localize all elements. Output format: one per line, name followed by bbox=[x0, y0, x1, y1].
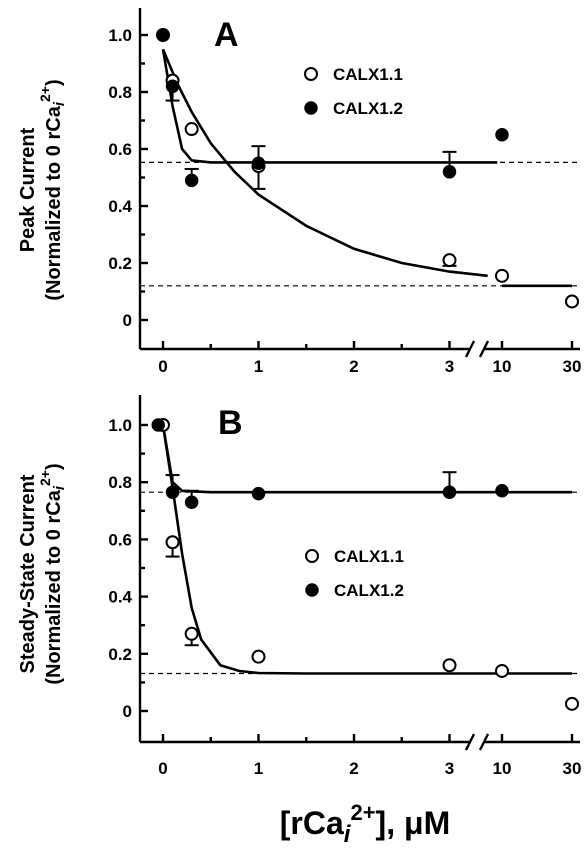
x-tick-label: 30 bbox=[563, 759, 582, 778]
data-point-calx1-1 bbox=[184, 626, 199, 641]
legend-calx11-marker bbox=[304, 67, 318, 81]
data-point-calx1-2 bbox=[156, 28, 170, 42]
panel-b-y-axis-label: Steady-State Current (Normalized to 0 rC… bbox=[17, 463, 68, 684]
x-tick-label: 10 bbox=[493, 357, 512, 376]
y-tick-label: 0.8 bbox=[108, 473, 132, 492]
y-tick-label: 0.6 bbox=[108, 140, 132, 159]
data-point-calx1-1 bbox=[565, 294, 579, 309]
panel-b-legend: CALX1.1 CALX1.2 bbox=[305, 547, 404, 600]
data-point-calx1-2 bbox=[495, 128, 509, 142]
panel-a: A Peak Current (Normalized to 0 rCai2+) … bbox=[17, 16, 403, 301]
legend-calx12-label: CALX1.2 bbox=[333, 99, 403, 118]
x-axis-break-mark bbox=[478, 733, 490, 751]
data-point-calx1-1 bbox=[442, 658, 457, 673]
y-tick-label: 0 bbox=[123, 702, 132, 721]
fit-curve-calx1-2 bbox=[161, 424, 498, 494]
panel-a-y-axis-label: Peak Current (Normalized to 0 rCai2+) bbox=[17, 79, 68, 300]
panel-a-ylabel-line1: Peak Current bbox=[17, 127, 39, 252]
x-tick-label: 1 bbox=[254, 759, 263, 778]
data-point-calx1-2 bbox=[442, 165, 457, 179]
data-point-calx1-1 bbox=[184, 122, 199, 137]
fit-curve-calx1-1 bbox=[161, 424, 498, 675]
x-tick-label: 0 bbox=[158, 759, 167, 778]
x-tick-label: 10 bbox=[493, 759, 512, 778]
x-tick-label: 1 bbox=[254, 357, 263, 376]
y-tick-label: 0 bbox=[123, 311, 132, 330]
data-point-calx1-2 bbox=[442, 485, 457, 499]
legend-calx12-marker bbox=[304, 101, 318, 115]
legend-calx12-marker-b bbox=[305, 583, 319, 597]
panel-b-plot: 0 0.2 0.4 0.6 0.8 1.0 0 1 2 3 10 30 bbox=[108, 395, 581, 778]
panel-b-ylabel-line1: Steady-State Current bbox=[17, 474, 39, 673]
y-tick-label: 0.2 bbox=[108, 645, 132, 664]
panel-a-plot: 0 0.2 0.4 0.6 0.8 1.0 0 1 2 3 10 30 bbox=[108, 8, 581, 376]
x-tick-label: 2 bbox=[349, 357, 358, 376]
fit-curve-calx1-1 bbox=[161, 48, 488, 278]
y-tick-label: 0.2 bbox=[108, 254, 132, 273]
data-point-calx1-2 bbox=[151, 418, 165, 432]
data-point-calx1-1 bbox=[565, 696, 579, 711]
x-axis-break-mark bbox=[464, 340, 476, 358]
legend-calx12-label-b: CALX1.2 bbox=[334, 581, 404, 600]
data-point-calx1-1 bbox=[165, 535, 180, 550]
panel-a-legend: CALX1.1 CALX1.2 bbox=[304, 65, 403, 118]
x-tick-label: 30 bbox=[563, 357, 582, 376]
data-point-calx1-2 bbox=[184, 173, 199, 188]
data-point-calx1-1 bbox=[251, 649, 266, 664]
data-point-calx1-2 bbox=[165, 79, 180, 94]
x-axis-break-mark bbox=[478, 340, 490, 358]
data-point-calx1-2 bbox=[495, 484, 509, 498]
data-point-calx1-2 bbox=[165, 485, 180, 499]
x-tick-label: 3 bbox=[445, 357, 454, 376]
x-axis-break-mark bbox=[464, 733, 476, 751]
y-tick-label: 0.4 bbox=[108, 588, 132, 607]
chart-marks: 00.20.40.60.81.00 1 2 3 10 3000.20.40.60.81.0… bbox=[108, 8, 581, 778]
panel-a-ylabel-line2: (Normalized to 0 rCai2+) bbox=[37, 79, 68, 300]
data-point-calx1-1 bbox=[442, 253, 457, 268]
y-tick-label: 0.8 bbox=[108, 83, 132, 102]
x-tick-label: 2 bbox=[349, 759, 358, 778]
legend-calx11-label: CALX1.1 bbox=[333, 65, 403, 84]
panel-a-letter: A bbox=[214, 16, 239, 54]
data-point-calx1-1 bbox=[495, 663, 509, 678]
panel-b-letter: B bbox=[218, 404, 243, 442]
data-point-calx1-2 bbox=[251, 156, 266, 170]
fit-curve-calx1-2 bbox=[161, 49, 498, 164]
data-point-calx1-2 bbox=[184, 495, 199, 509]
x-tick-label: 0 bbox=[158, 357, 167, 376]
legend-calx11-marker-b bbox=[305, 549, 319, 563]
y-tick-label: 1.0 bbox=[108, 26, 132, 45]
data-point-calx1-2 bbox=[251, 486, 266, 501]
data-point-calx1-1 bbox=[495, 268, 509, 283]
y-tick-label: 1.0 bbox=[108, 416, 132, 435]
panel-b-ylabel-line2: (Normalized to 0 rCai2+) bbox=[37, 463, 68, 684]
y-tick-label: 0.4 bbox=[108, 197, 132, 216]
x-axis-label: [rCai2+], μM bbox=[280, 800, 450, 848]
panel-b: B Steady-State Current (Normalized to 0 … bbox=[17, 404, 450, 848]
legend-calx11-label-b: CALX1.1 bbox=[334, 547, 404, 566]
y-tick-label: 0.6 bbox=[108, 530, 132, 549]
x-tick-label: 3 bbox=[445, 759, 454, 778]
